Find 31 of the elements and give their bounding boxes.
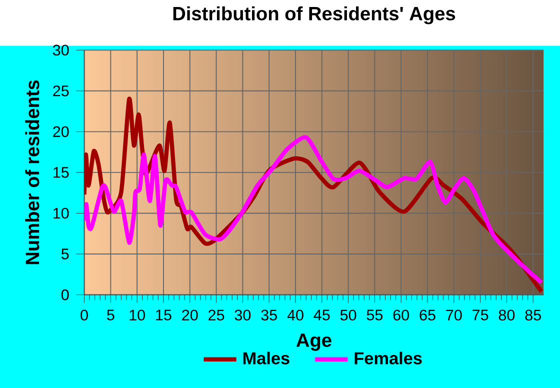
x-tick-label: 25 (208, 310, 224, 320)
y-tick-label: 30 (52, 44, 69, 56)
x-tick-label: 35 (261, 310, 277, 320)
x-tick-label: 60 (393, 310, 410, 320)
legend-label: Females (354, 352, 422, 364)
y-tick-label: 20 (53, 126, 69, 137)
x-tick-label: 15 (156, 310, 172, 320)
line-series (84, 135, 544, 285)
x-tick-label: 70 (446, 310, 462, 320)
x-axis-title: Age (296, 333, 332, 351)
legend-label: Males (243, 352, 290, 364)
x-tick-label: 5 (107, 310, 114, 320)
x-tick-label: 80 (498, 310, 515, 320)
x-tick-label: 20 (182, 310, 198, 320)
chart-title: Distribution of Residents' Ages (173, 6, 456, 24)
x-tick-label: 85 (525, 310, 541, 320)
x-tick-label: 0 (80, 310, 88, 320)
y-tick-label: 15 (54, 166, 69, 178)
x-tick-label: 65 (420, 310, 436, 320)
y-tick-label: 25 (53, 85, 69, 96)
y-axis-title: Number of residents (25, 80, 40, 264)
x-tick-label: 50 (340, 310, 356, 320)
x-tick-label: 45 (314, 310, 330, 320)
x-tick-label: 10 (130, 310, 145, 320)
x-tick-label: 40 (287, 310, 304, 320)
x-tick-label: 75 (472, 310, 488, 320)
y-tick-label: 0 (61, 289, 69, 300)
y-tick-label: 5 (61, 248, 69, 260)
x-tick-label: 55 (366, 310, 383, 320)
x-tick-label: 30 (234, 310, 251, 320)
y-tick-label: 10 (54, 208, 69, 219)
